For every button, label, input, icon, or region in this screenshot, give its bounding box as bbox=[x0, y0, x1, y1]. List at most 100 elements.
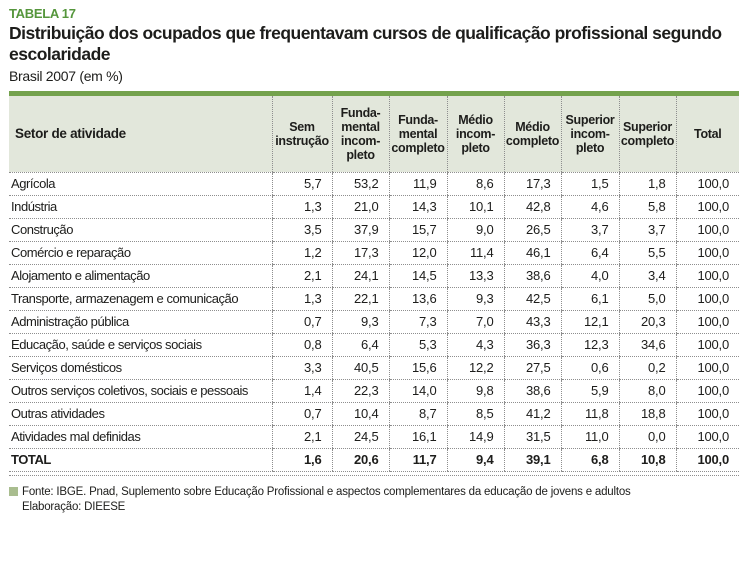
table-row: Outras atividades 0,7 10,4 8,7 8,5 41,2 11,8 18… bbox=[9, 402, 739, 426]
column-header: Funda- mental completo bbox=[388, 96, 447, 173]
table-cell: 18,8 bbox=[618, 402, 676, 426]
table-cell: 46,1 bbox=[503, 241, 561, 265]
table-cell: 100,0 bbox=[675, 218, 739, 242]
table-cell: 43,3 bbox=[503, 310, 561, 334]
table-cell: 1,3 bbox=[271, 287, 332, 311]
table-number-label: TABELA 17 bbox=[9, 6, 76, 21]
row-label: Outros serviços coletivos, sociais e pes… bbox=[9, 379, 272, 403]
total-row-label: TOTAL bbox=[9, 448, 272, 472]
total-cell: 39,1 bbox=[503, 448, 561, 472]
table-cell: 5,0 bbox=[618, 287, 676, 311]
table-cell: 53,2 bbox=[331, 172, 389, 196]
table-cell: 15,6 bbox=[388, 356, 447, 380]
table-row: Serviços domésticos 3,3 40,5 15,6 12,2 27,5 0,… bbox=[9, 356, 739, 380]
table-bottom-rule bbox=[9, 474, 739, 476]
table-cell: 8,6 bbox=[446, 172, 504, 196]
table-cell: 1,8 bbox=[618, 172, 676, 196]
table-cell: 1,4 bbox=[271, 379, 332, 403]
table-cell: 24,1 bbox=[331, 264, 389, 288]
table-top-accent-bar bbox=[9, 91, 739, 96]
table-body: Agrícola 5,7 53,2 11,9 8,6 17,3 1,5 1,8 100,0 Ind… bbox=[9, 172, 739, 449]
table-cell: 0,8 bbox=[271, 333, 332, 357]
table-cell: 22,3 bbox=[331, 379, 389, 403]
table-row: Alojamento e alimentação 2,1 24,1 14,5 13,3 3… bbox=[9, 264, 739, 288]
table-cell: 100,0 bbox=[675, 310, 739, 334]
table-cell: 26,5 bbox=[503, 218, 561, 242]
table-cell: 3,4 bbox=[618, 264, 676, 288]
total-cell: 100,0 bbox=[675, 448, 739, 472]
statistics-table-wrapper: Setor de atividade Sem instrução Funda- m… bbox=[9, 91, 739, 476]
table-cell: 42,5 bbox=[503, 287, 561, 311]
table-cell: 36,3 bbox=[503, 333, 561, 357]
table-cell: 1,5 bbox=[560, 172, 619, 196]
row-label: Atividades mal definidas bbox=[9, 425, 272, 449]
total-cell: 20,6 bbox=[331, 448, 389, 472]
table-cell: 12,0 bbox=[388, 241, 447, 265]
table-cell: 13,6 bbox=[388, 287, 447, 311]
table-cell: 100,0 bbox=[675, 379, 739, 403]
total-cell: 6,8 bbox=[560, 448, 619, 472]
table-row: Agrícola 5,7 53,2 11,9 8,6 17,3 1,5 1,8 100,0 bbox=[9, 172, 739, 196]
table-cell: 100,0 bbox=[675, 356, 739, 380]
table-cell: 7,0 bbox=[446, 310, 504, 334]
row-label: Serviços domésticos bbox=[9, 356, 272, 380]
table-cell: 11,8 bbox=[560, 402, 619, 426]
elaboration-line: Elaboração: DIEESE bbox=[22, 500, 126, 513]
table-cell: 100,0 bbox=[675, 264, 739, 288]
total-cell: 9,4 bbox=[446, 448, 504, 472]
table-row: Comércio e reparação 1,2 17,3 12,0 11,4 46,1 6… bbox=[9, 241, 739, 265]
table-cell: 40,5 bbox=[331, 356, 389, 380]
table-cell: 100,0 bbox=[675, 425, 739, 449]
table-cell: 9,3 bbox=[331, 310, 389, 334]
row-label: Educação, saúde e serviços sociais bbox=[9, 333, 272, 357]
table-cell: 6,4 bbox=[331, 333, 389, 357]
table-cell: 5,9 bbox=[560, 379, 619, 403]
table-row: Educação, saúde e serviços sociais 0,8 6,4… bbox=[9, 333, 739, 357]
table-cell: 4,0 bbox=[560, 264, 619, 288]
source-square-icon bbox=[9, 486, 18, 496]
table-cell: 9,0 bbox=[446, 218, 504, 242]
table-row: Transporte, armazenagem e comunicação 1,3… bbox=[9, 287, 739, 311]
table-cell: 0,7 bbox=[271, 402, 332, 426]
table-cell: 100,0 bbox=[675, 402, 739, 426]
table-cell: 27,5 bbox=[503, 356, 561, 380]
source-note: Fonte: IBGE. Pnad, Suplemento sobre Educ… bbox=[9, 485, 739, 515]
table-cell: 1,3 bbox=[271, 195, 332, 219]
table-cell: 100,0 bbox=[675, 195, 739, 219]
table-cell: 2,1 bbox=[271, 425, 332, 449]
row-label: Alojamento e alimentação bbox=[9, 264, 272, 288]
column-header: Sem instrução bbox=[271, 96, 332, 173]
table-cell: 12,2 bbox=[446, 356, 504, 380]
column-header: Total bbox=[675, 96, 739, 173]
table-cell: 14,3 bbox=[388, 195, 447, 219]
statistics-table: Setor de atividade Sem instrução Funda- m… bbox=[9, 96, 739, 472]
column-header-sector: Setor de atividade bbox=[9, 96, 272, 173]
table-cell: 31,5 bbox=[503, 425, 561, 449]
header-row: Setor de atividade Sem instrução Funda- m… bbox=[9, 96, 739, 173]
table-cell: 11,9 bbox=[388, 172, 447, 196]
table-cell: 3,3 bbox=[271, 356, 332, 380]
source-line: Fonte: IBGE. Pnad, Suplemento sobre Educ… bbox=[22, 485, 631, 498]
table-cell: 8,0 bbox=[618, 379, 676, 403]
row-label: Transporte, armazenagem e comunicação bbox=[9, 287, 272, 311]
table-cell: 4,6 bbox=[560, 195, 619, 219]
table-cell: 0,7 bbox=[271, 310, 332, 334]
table-cell: 10,4 bbox=[331, 402, 389, 426]
table-cell: 13,3 bbox=[446, 264, 504, 288]
page-subtitle: Brasil 2007 (em %) bbox=[9, 68, 123, 84]
table-cell: 38,6 bbox=[503, 264, 561, 288]
table-cell: 3,7 bbox=[618, 218, 676, 242]
column-header: Superior incom- pleto bbox=[560, 96, 619, 173]
total-cell: 10,8 bbox=[618, 448, 676, 472]
table-cell: 14,9 bbox=[446, 425, 504, 449]
table-cell: 4,3 bbox=[446, 333, 504, 357]
table-row: Outros serviços coletivos, sociais e pes… bbox=[9, 379, 739, 403]
report-page: TABELA 17 Distribuição dos ocupados que … bbox=[9, 6, 739, 515]
table-cell: 6,1 bbox=[560, 287, 619, 311]
source-text-block: Fonte: IBGE. Pnad, Suplemento sobre Educ… bbox=[22, 485, 631, 515]
row-label: Administração pública bbox=[9, 310, 272, 334]
table-cell: 6,4 bbox=[560, 241, 619, 265]
table-cell: 100,0 bbox=[675, 241, 739, 265]
table-cell: 12,3 bbox=[560, 333, 619, 357]
table-row: Indústria 1,3 21,0 14,3 10,1 42,8 4,6 5,8 100,0 bbox=[9, 195, 739, 219]
